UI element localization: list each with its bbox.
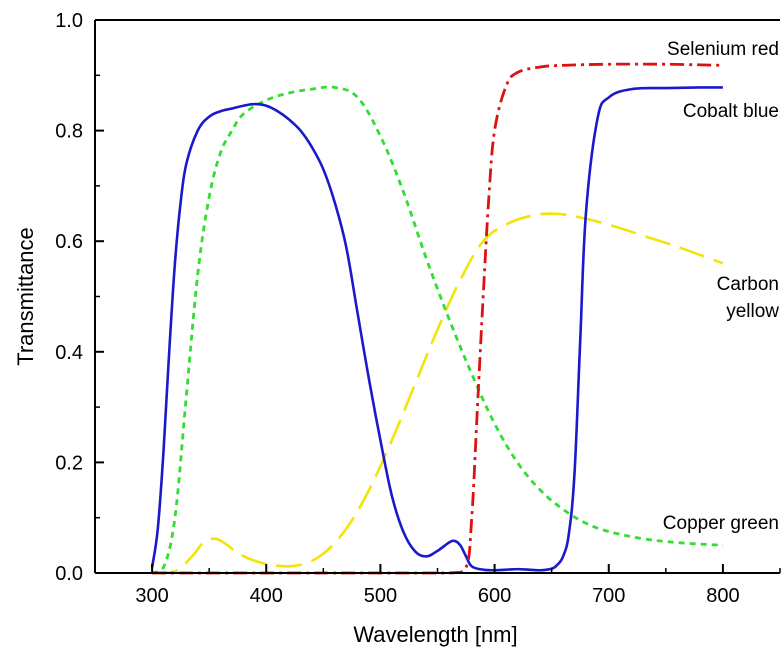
series-label-line: Carbon bbox=[717, 274, 779, 295]
x-tick-label: 700 bbox=[592, 585, 625, 607]
series-line-selenium-red bbox=[152, 62, 723, 575]
series-label-line: yellow bbox=[726, 301, 779, 322]
x-tick-label: 300 bbox=[135, 585, 168, 607]
series-label-line: Selenium red bbox=[667, 39, 779, 60]
x-tick-label: 500 bbox=[364, 585, 397, 607]
series-label-line: Copper green bbox=[663, 513, 779, 534]
series-label-carbon-yellow: Carbon yellow bbox=[717, 274, 780, 322]
y-tick-label: 0.2 bbox=[55, 452, 83, 474]
series-line-cobalt-blue bbox=[150, 86, 723, 572]
series-label-line: Cobalt blue bbox=[683, 101, 779, 122]
x-tick-label: 600 bbox=[478, 585, 511, 607]
y-tick-label: 0.6 bbox=[55, 231, 83, 253]
x-axis-label: Wavelength [nm] bbox=[353, 622, 517, 647]
y-tick-label: 0.4 bbox=[55, 342, 83, 364]
y-tick-label: 0.0 bbox=[55, 563, 83, 585]
x-tick-label: 800 bbox=[706, 585, 739, 607]
y-axis-label: Transmittance bbox=[13, 227, 38, 366]
series-label-selenium-red: Selenium red bbox=[667, 39, 779, 60]
series-label-cobalt-blue: Cobalt blue bbox=[683, 101, 779, 122]
plot-area: Selenium red Cobalt blue Carbon yellow Coppe… bbox=[150, 39, 780, 575]
axes: 300 400 500 600 700 800 0.0 0.2 0.4 0.6 0.8 1.0 bbox=[55, 10, 781, 607]
y-tick-label: 1.0 bbox=[55, 10, 83, 32]
y-tick-label: 0.8 bbox=[55, 121, 83, 143]
x-tick-label: 400 bbox=[250, 585, 283, 607]
series-label-copper-green: Copper green bbox=[663, 513, 779, 534]
series-line-carbon-yellow bbox=[151, 212, 724, 575]
